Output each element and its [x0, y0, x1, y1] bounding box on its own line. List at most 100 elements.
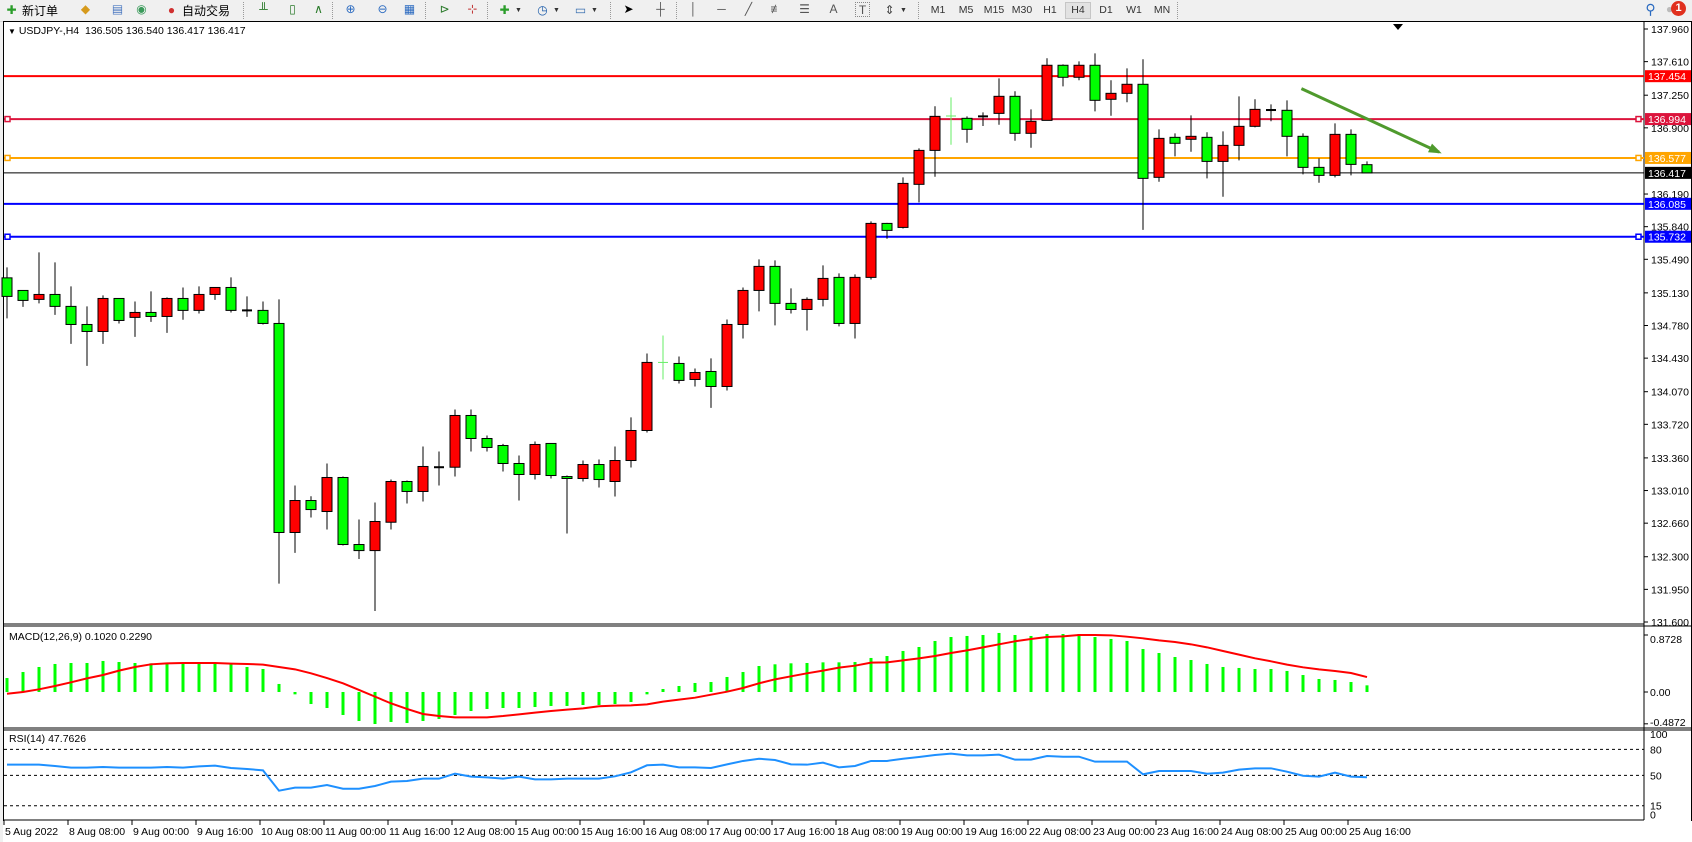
horizontal-line-icon[interactable]: ─ [717, 2, 726, 16]
timeframe-m1[interactable]: M1 [930, 4, 946, 16]
timeframe-h4[interactable]: H4 [1065, 2, 1091, 19]
arrow-head-icon[interactable] [1428, 143, 1442, 154]
auto-trading-button[interactable]: ● 自动交易 [164, 2, 230, 19]
time-axis-label: 19 Aug 16:00 [965, 826, 1027, 838]
indicators-button[interactable]: ✚ ▼ [497, 2, 521, 19]
candle-bull-body [193, 293, 205, 311]
chart-shift-icon[interactable]: ⊹ [467, 2, 478, 16]
macd-histogram-bar [485, 692, 489, 709]
hline-handle[interactable] [1635, 115, 1642, 123]
trendline-icon[interactable]: ╱ [744, 2, 753, 16]
timeframe-w1[interactable]: W1 [1126, 4, 1142, 16]
macd-histogram-bar [725, 676, 729, 692]
macd-histogram-bar [501, 692, 505, 709]
candle [1137, 59, 1149, 230]
candle-bear-body [353, 544, 365, 552]
fibonacci-icon[interactable]: ≢ [770, 2, 783, 16]
notification-icon[interactable]: ● [1665, 2, 1674, 16]
fibonacci-fan-icon[interactable]: ☰ [799, 2, 810, 16]
time-axis-label: 11 Aug 16:00 [389, 826, 450, 838]
toolbar-separator [425, 2, 427, 19]
macd-histogram-bar [53, 663, 57, 692]
hline-handle[interactable] [1635, 233, 1642, 240]
collapse-triangle-icon[interactable]: ▼ [8, 27, 16, 36]
tile-windows-icon[interactable]: ▦ [403, 2, 416, 16]
metaeditor-icon[interactable]: ◆ [80, 2, 91, 16]
candle [1105, 80, 1117, 116]
timeframe-h1[interactable]: H1 [1043, 4, 1057, 16]
zoom-in-icon[interactable]: ⊕ [345, 2, 356, 16]
macd-histogram-bar [1077, 634, 1081, 692]
price-axis-label: 137.250 [1651, 90, 1689, 102]
trend-arrow[interactable] [1300, 87, 1440, 154]
new-order-icon: ✚ [6, 3, 17, 17]
macd-histogram-bar [37, 666, 41, 692]
arrows-button[interactable]: ⇕ ▼ [882, 2, 906, 19]
line-chart-icon[interactable]: ∧ [314, 2, 323, 16]
hline-handle[interactable] [4, 115, 11, 123]
macd-histogram-bar [645, 692, 649, 695]
candle [465, 409, 477, 452]
price-tag-137.454: 137.454 [1648, 71, 1686, 83]
timeframe-d1[interactable]: D1 [1099, 4, 1113, 16]
new-order-button[interactable]: ✚ 新订单 [4, 2, 58, 19]
vertical-line-icon[interactable]: │ [689, 2, 698, 16]
candle [193, 286, 205, 314]
candle [145, 291, 157, 322]
candle-bull-body [1329, 133, 1341, 176]
notification-badge[interactable]: 1 [1671, 1, 1686, 16]
price-axis-label: 135.490 [1651, 254, 1689, 266]
hline-handle[interactable] [4, 233, 11, 240]
macd-histogram-bar [213, 663, 217, 692]
candle [273, 299, 285, 584]
timeframe-m5[interactable]: M5 [958, 4, 974, 16]
candle-bull-body [897, 182, 909, 228]
price-tag-136.085: 136.085 [1648, 199, 1686, 211]
timeframe-m30[interactable]: M30 [1011, 4, 1033, 16]
indicators-icon: ✚ [499, 3, 510, 17]
timeframe-mn[interactable]: MN [1153, 4, 1171, 16]
rsi-axis-label: 15 [1650, 801, 1662, 813]
cursor-icon[interactable]: ➤ [623, 2, 634, 16]
candle [577, 460, 589, 482]
candle [65, 286, 77, 344]
templates-icon: ▭ [574, 3, 587, 17]
candle [689, 368, 701, 387]
toolbar-separator [918, 2, 920, 19]
price-tag-135.732: 135.732 [1648, 232, 1686, 244]
navigator-icon[interactable]: ▤ [111, 2, 124, 16]
candlestick-icon[interactable]: ▯ [289, 2, 296, 16]
time-axis-label: 9 Aug 16:00 [197, 826, 253, 838]
candle [769, 260, 781, 326]
zoom-out-icon[interactable]: ⊖ [377, 2, 388, 16]
time-axis-label: 17 Aug 00:00 [709, 826, 771, 838]
timeframe-m15[interactable]: M15 [983, 4, 1005, 16]
chart-shift-marker-icon[interactable] [1393, 24, 1403, 30]
macd-histogram-bar [517, 692, 521, 709]
candle [289, 485, 301, 553]
templates-button[interactable]: ▭ ▼ [573, 2, 598, 19]
time-axis-label: 15 Aug 16:00 [581, 826, 643, 838]
crosshair-icon[interactable]: ┼ [656, 2, 665, 16]
price-axis-label: 134.430 [1651, 353, 1689, 365]
hline-handle[interactable] [1635, 154, 1642, 162]
autoscroll-icon[interactable]: ⊳ [439, 2, 450, 16]
text-label-icon[interactable]: T [855, 2, 870, 17]
hline-handle[interactable] [4, 154, 11, 162]
rsi-line [7, 752, 1368, 792]
search-icon[interactable]: ⚲ [1645, 1, 1656, 17]
candle-bear-body [1313, 166, 1325, 176]
text-icon[interactable]: A [829, 2, 838, 16]
macd-histogram-bar [533, 692, 537, 708]
candle [545, 442, 557, 479]
candle-bear-body [1297, 135, 1309, 168]
rsi-axis-label: 0 [1650, 810, 1656, 822]
time-axis-label: 24 Aug 08:00 [1221, 826, 1283, 838]
macd-histogram-bar [1221, 666, 1225, 692]
periodicity-button[interactable]: ◷ ▼ [535, 2, 560, 19]
bar-chart-icon[interactable]: ╨ [259, 2, 268, 16]
candle-bear-body [65, 305, 77, 325]
candle-bull-body [609, 460, 621, 482]
signals-icon[interactable]: ◉ [136, 2, 147, 16]
